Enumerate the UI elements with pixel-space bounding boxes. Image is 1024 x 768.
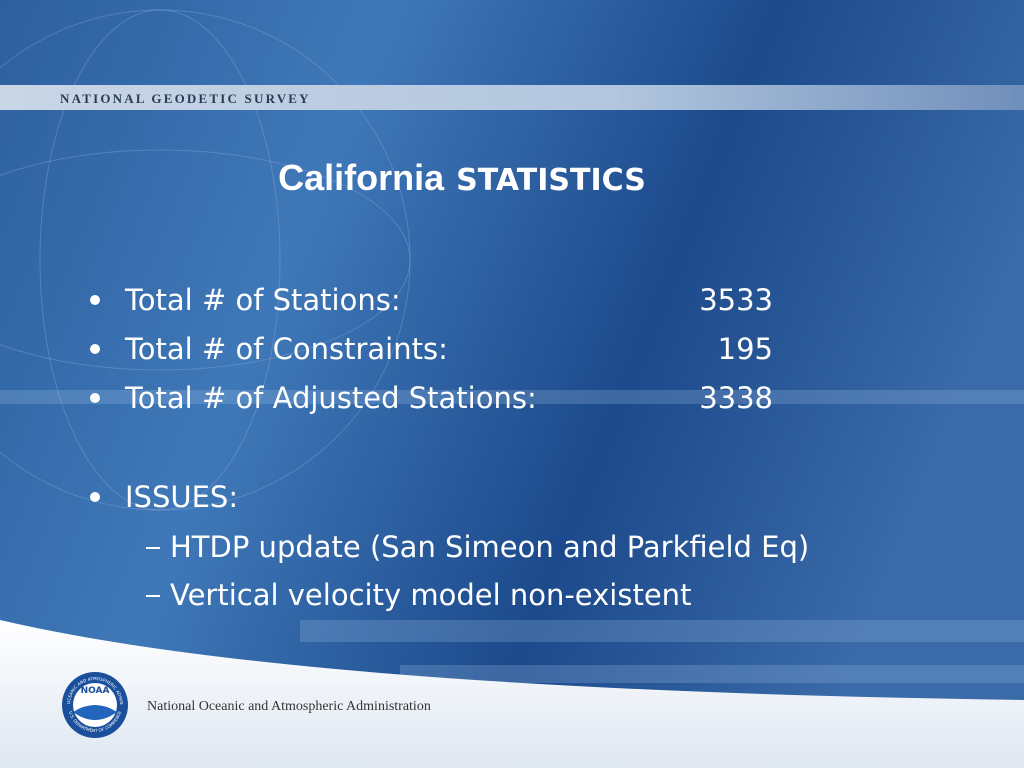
bullet [90,295,100,305]
bullet [90,344,100,354]
globe-lines [0,9,411,511]
bullet [90,393,100,403]
stat-label: Total # of Stations: [124,283,401,317]
slide-title: California STATISTICS [278,157,646,198]
stats-list: Total # of Stations: 3533 Total # of Const… [90,283,773,415]
stat-label: Total # of Constraints: [124,332,448,366]
issue-item: Vertical velocity model non-existent [170,578,691,612]
issues-heading: ISSUES: [125,480,238,514]
issue-item: HTDP update (San Simeon and Parkfield Eq… [170,530,809,564]
logo-label: NOAA [81,686,110,696]
bullet [90,492,100,502]
stat-value: 3338 [699,381,773,415]
footer-area [0,620,1024,768]
light-streaks [0,390,1024,683]
stat-value: 3533 [699,283,773,317]
header-title: NATIONAL GEODETIC SURVEY [60,91,311,106]
stat-label: Total # of Adjusted Stations: [124,381,537,415]
logo-wave [73,705,117,720]
issues-list: HTDP update (San Simeon and Parkfield Eq… [146,530,809,612]
header-band [0,85,1024,110]
footer-organization: National Oceanic and Atmospheric Adminis… [147,699,431,714]
stat-value: 195 [718,332,773,366]
